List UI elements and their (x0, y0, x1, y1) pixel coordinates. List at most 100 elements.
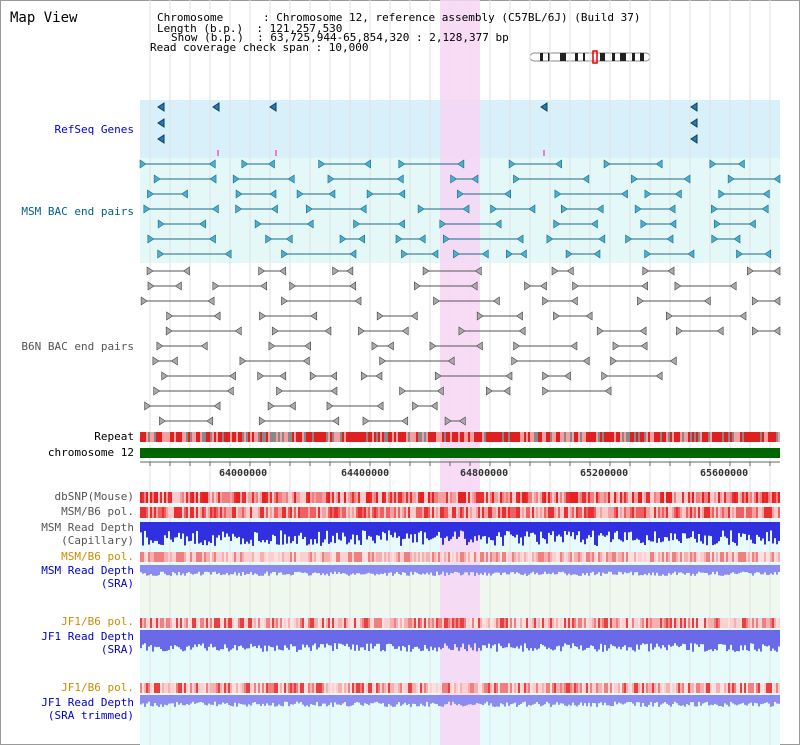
heat-cell (736, 683, 738, 693)
heat-cell (450, 683, 452, 693)
heat-cell (710, 507, 712, 518)
heat-cell (634, 552, 636, 562)
heat-cell (674, 507, 676, 518)
depth-bar (470, 630, 472, 648)
axis-tick-label: 64800000 (460, 468, 509, 479)
depth-bar (452, 695, 454, 702)
depth-bar (720, 565, 722, 576)
heat-cell (254, 683, 256, 693)
heat-cell (592, 683, 594, 693)
heat-cell (286, 683, 288, 693)
heat-cell (146, 507, 148, 518)
depth-bar (306, 695, 308, 706)
depth-bar (338, 565, 340, 573)
track-label-msm-b6-pol[interactable]: MSM/B6 pol. (61, 505, 134, 518)
heat-cell (766, 492, 768, 503)
repeat-segment (362, 432, 364, 442)
heat-cell (238, 507, 240, 518)
heat-cell (444, 683, 446, 693)
heat-cell (368, 618, 370, 628)
depth-bar (288, 695, 290, 707)
repeat-segment (736, 432, 738, 442)
heat-cell (630, 507, 632, 518)
heat-cell (630, 492, 632, 503)
heat-cell (318, 618, 320, 628)
track-label-jf1-depth-trimmed[interactable]: JF1 Read Depth (41, 696, 134, 709)
depth-bar (766, 695, 768, 703)
heat-cell (212, 552, 214, 562)
depth-bar (342, 695, 344, 704)
depth-bar (266, 630, 268, 652)
heat-cell (594, 492, 596, 503)
heat-cell (778, 683, 780, 693)
depth-bar (262, 522, 264, 540)
heat-cell (482, 492, 484, 503)
heat-cell (568, 552, 570, 562)
depth-bar (444, 630, 446, 644)
bac-end-marker (371, 341, 379, 351)
heat-cell (678, 683, 680, 693)
depth-bar (774, 565, 776, 573)
heat-cell (570, 492, 572, 503)
repeat-segment (458, 432, 460, 442)
depth-bar (486, 695, 488, 702)
heat-cell (374, 552, 376, 562)
depth-bar (532, 565, 534, 572)
track-label-jf1-b6-pol-2[interactable]: JF1/B6 pol. (61, 681, 134, 694)
depth-bar (708, 630, 710, 650)
heat-cell (554, 618, 556, 628)
depth-bar (776, 695, 778, 704)
repeat-segment (202, 432, 204, 442)
bac-end-marker (739, 311, 747, 321)
depth-bar (388, 630, 390, 644)
heat-cell (282, 552, 284, 562)
heat-cell (714, 507, 716, 518)
heat-cell (182, 507, 184, 518)
depth-bar (376, 630, 378, 644)
heat-cell (292, 492, 294, 503)
heat-cell (550, 507, 552, 518)
heat-cell (366, 618, 368, 628)
heat-cell (516, 618, 518, 628)
heat-cell (340, 507, 342, 518)
depth-bar (406, 522, 408, 534)
ideogram-band (548, 53, 550, 61)
heat-cell (646, 507, 648, 518)
gene-marker (157, 102, 165, 112)
track-label-refseq[interactable]: RefSeq Genes (54, 123, 134, 136)
depth-bar (604, 630, 606, 646)
heat-cell (758, 683, 760, 693)
depth-bar (778, 522, 780, 541)
depth-bar (158, 630, 160, 647)
depth-bar (472, 522, 474, 543)
depth-bar (314, 630, 316, 644)
depth-bar (258, 565, 260, 576)
depth-bar (214, 630, 216, 647)
track-label-dbsnp[interactable]: dbSNP(Mouse) (54, 490, 134, 503)
depth-bar (358, 565, 360, 574)
heat-cell (736, 552, 738, 562)
track-label-msm-bac[interactable]: MSM BAC end pairs (21, 205, 134, 218)
track-label-jf1-b6-pol[interactable]: JF1/B6 pol. (61, 615, 134, 628)
heat-cell (492, 492, 494, 503)
depth-bar (680, 522, 682, 543)
depth-bar (698, 522, 700, 534)
depth-bar (380, 565, 382, 574)
heat-cell (496, 552, 498, 562)
track-label-repeat[interactable]: Repeat (94, 430, 134, 443)
track-label-msm-b6-pol-2[interactable]: MSM/B6 pol. (61, 550, 134, 563)
track-label-chromosome[interactable]: chromosome 12 (47, 446, 134, 459)
heat-cell (484, 492, 486, 503)
bac-end-marker (513, 341, 521, 351)
depth-bar (152, 565, 154, 576)
track-label-msm-depth-sra[interactable]: MSM Read Depth (41, 564, 134, 577)
track-label-jf1-depth-sra[interactable]: JF1 Read Depth (41, 630, 134, 643)
depth-bar (298, 565, 300, 572)
track-label-b6n-bac[interactable]: B6N BAC end pairs (21, 340, 134, 353)
depth-bar (594, 695, 596, 704)
depth-bar (636, 695, 638, 703)
track-label-msm-depth-capillary[interactable]: MSM Read Depth (41, 521, 134, 534)
depth-bar (186, 522, 188, 537)
repeat-segment (772, 432, 774, 442)
